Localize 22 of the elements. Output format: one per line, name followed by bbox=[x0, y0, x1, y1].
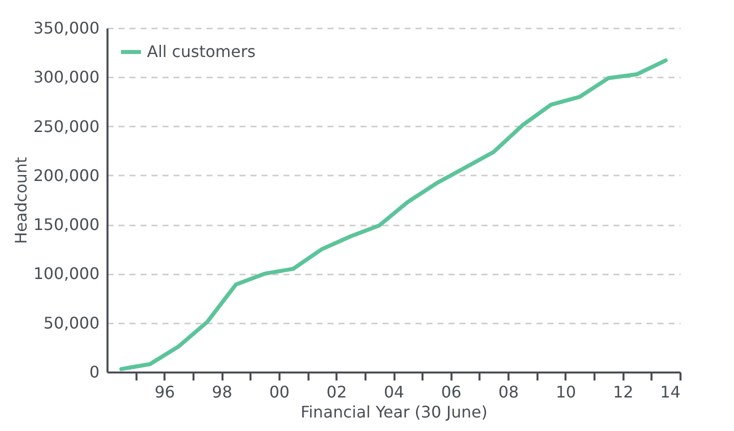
y-tick-label: 0 bbox=[89, 362, 100, 382]
y-tick-label: 250,000 bbox=[33, 116, 100, 136]
x-tick-label: 08 bbox=[498, 382, 519, 402]
x-tick-label: 10 bbox=[556, 382, 576, 402]
x-axis-title: Financial Year (30 June) bbox=[300, 402, 488, 422]
x-tick-label: 06 bbox=[441, 382, 462, 402]
x-tick-label: 02 bbox=[326, 382, 347, 402]
y-axis-title: Headcount bbox=[11, 157, 30, 244]
y-tick-label: 300,000 bbox=[33, 68, 100, 87]
y-tick-label: 100,000 bbox=[33, 264, 100, 284]
x-tick-label: 14 bbox=[660, 382, 680, 402]
y-tick-label: 50,000 bbox=[44, 313, 100, 332]
x-tick-label: 96 bbox=[154, 382, 175, 402]
x-tick-label: 00 bbox=[269, 382, 290, 402]
x-tick-label: 98 bbox=[212, 382, 232, 402]
y-tick-label: 200,000 bbox=[33, 166, 100, 185]
line-series bbox=[119, 58, 668, 372]
y-tick-label: 350,000 bbox=[33, 18, 100, 38]
y-tick-label: 150,000 bbox=[33, 215, 100, 234]
x-tick-label: 04 bbox=[384, 382, 404, 402]
legend-label: All customers bbox=[147, 42, 256, 61]
x-tick-label: 12 bbox=[613, 382, 634, 402]
